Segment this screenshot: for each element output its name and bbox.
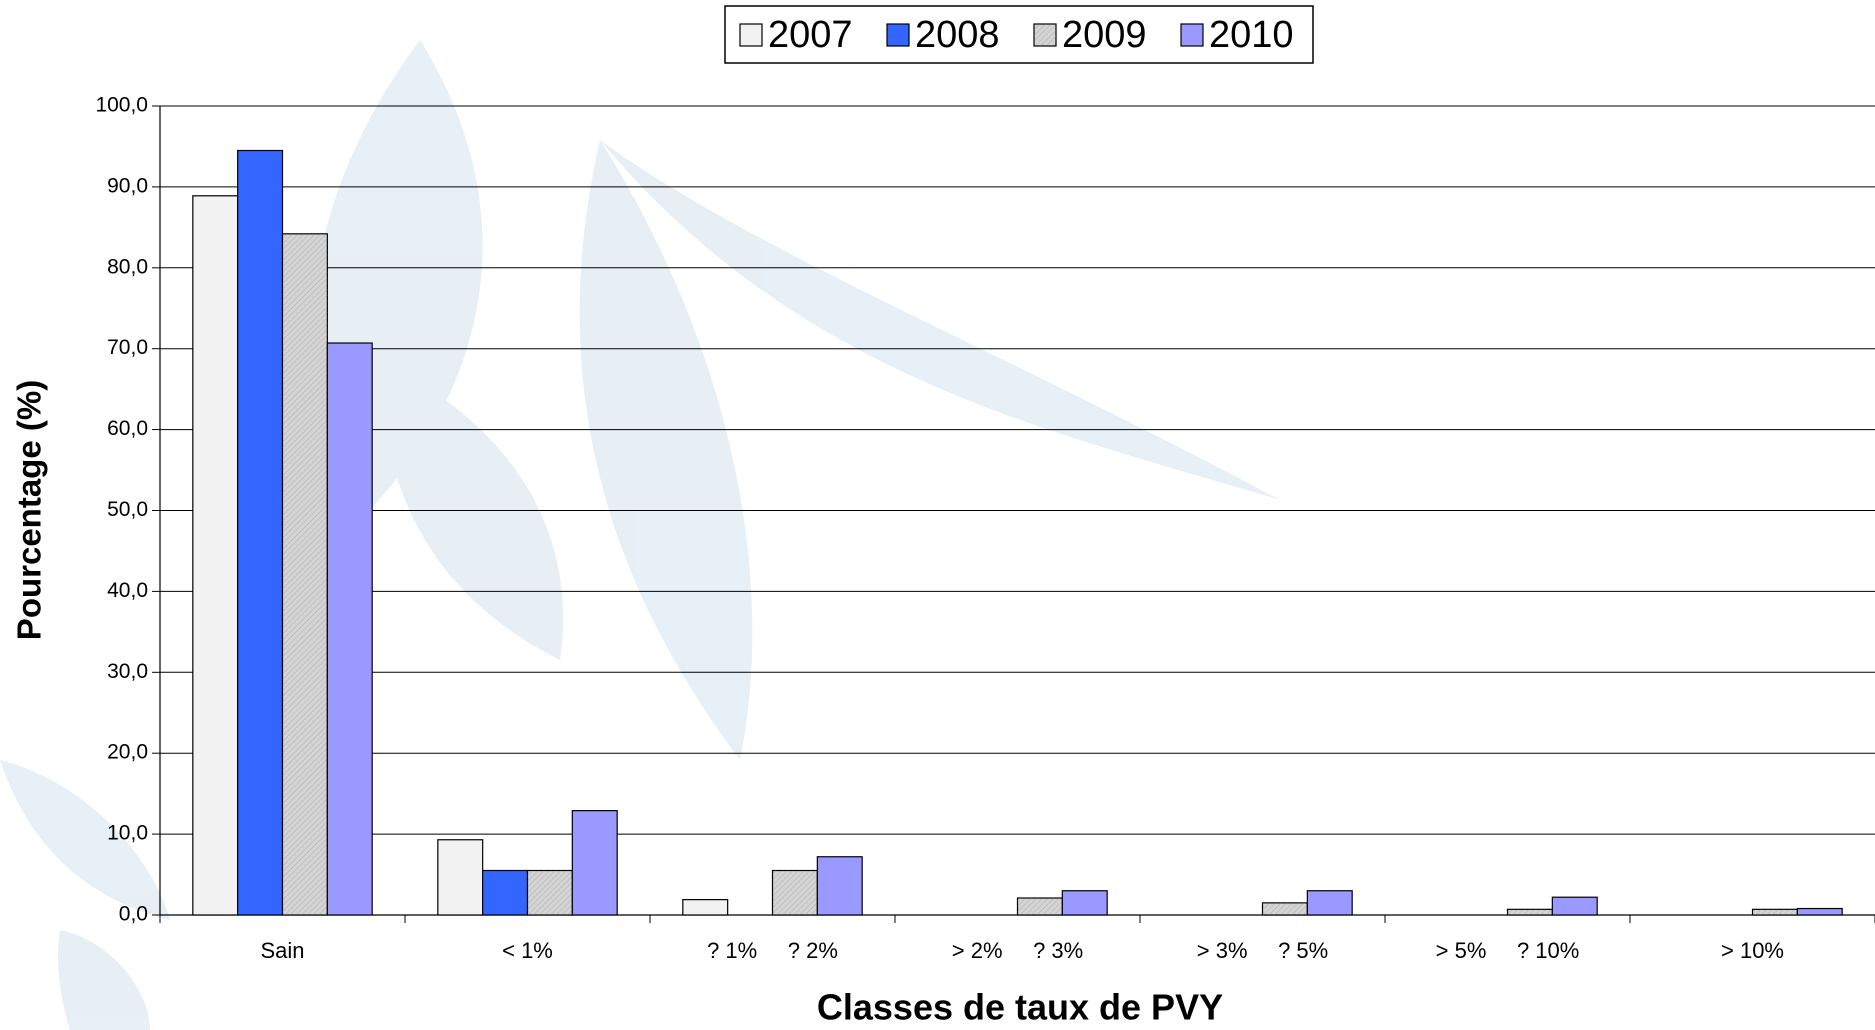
y-tick-label: 40,0 [107,579,148,602]
y-tick-label: 60,0 [107,417,148,440]
bar [571,810,618,916]
x-tick-label: > 3% ? 5% [1197,938,1328,963]
legend-label: 2009 [1062,14,1147,56]
bar [1306,890,1353,916]
y-tick-label: 90,0 [107,174,148,197]
bar [1016,897,1063,916]
y-axis-title: Pourcentage (%) [11,380,48,640]
bar [682,899,729,916]
bar [281,233,328,916]
x-tick-label: < 1% [502,938,553,963]
bar [1261,902,1308,916]
legend-label: 2010 [1209,14,1294,56]
x-tick-label: > 10% [1721,938,1784,963]
background-leaves [0,40,1280,1030]
legend-swatch [739,23,763,47]
bar [437,839,484,916]
x-tick-label: > 2% ? 3% [952,938,1083,963]
bar [237,149,284,916]
x-tick-label: ? 1% ? 2% [707,938,838,963]
legend-label: 2007 [768,14,853,56]
bar [326,342,373,916]
bar [1796,907,1843,916]
y-tick-label: 10,0 [107,822,148,845]
bar [771,869,818,916]
bar [1506,908,1553,916]
y-tick-label: 0,0 [119,903,148,926]
bar [1551,896,1598,916]
y-tick-label: 50,0 [107,498,148,521]
bar [1061,890,1108,916]
legend-swatch [1180,23,1204,47]
x-tick-label: Sain [260,938,304,963]
y-tick-label: 20,0 [107,741,148,764]
bar [192,195,239,916]
legend-box [724,5,1314,64]
legend-label: 2008 [915,14,1000,56]
legend-swatch-texture [1034,24,1056,46]
x-axis-title: Classes de taux de PVY [817,987,1223,1028]
y-tick-label: 70,0 [107,336,148,359]
bar [816,856,863,916]
bar [482,869,529,916]
x-tick-label: > 5% ? 10% [1436,938,1580,963]
y-tick-label: 100,0 [95,94,148,117]
bar [1751,908,1798,916]
bar [526,869,573,916]
legend-swatch [886,23,910,47]
y-tick-label: 80,0 [107,255,148,278]
y-tick-label: 30,0 [107,660,148,683]
